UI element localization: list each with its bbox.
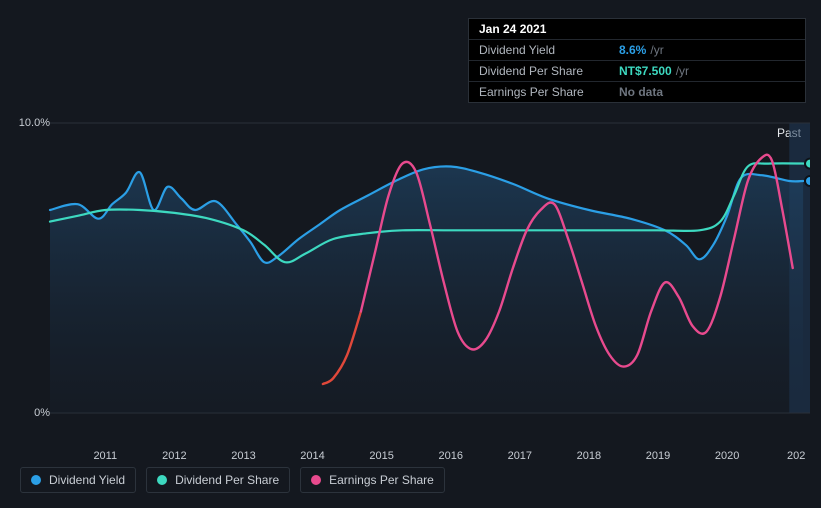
legend-label-2: Earnings Per Share <box>329 473 434 487</box>
tooltip-row-1: Dividend Per Share NT$7.500 /yr <box>469 61 805 82</box>
legend-item-dividend-per-share[interactable]: Dividend Per Share <box>146 467 290 493</box>
tooltip-suffix-1: /yr <box>676 64 689 78</box>
tooltip-value-1: NT$7.500 <box>619 64 672 78</box>
tooltip-value-0: 8.6% <box>619 43 646 57</box>
y-axis-label: 0% <box>34 407 50 419</box>
dividend-chart: 10.0% 0% <box>20 108 810 448</box>
tooltip-label-0: Dividend Yield <box>479 43 619 57</box>
x-axis-label: 202 <box>787 450 805 462</box>
legend-item-earnings-per-share[interactable]: Earnings Per Share <box>300 467 445 493</box>
x-axis-label: 2020 <box>715 450 739 462</box>
x-axis-label: 2013 <box>231 450 255 462</box>
x-axis-label: 2014 <box>300 450 324 462</box>
x-axis-label: 2017 <box>508 450 532 462</box>
tooltip-row-0: Dividend Yield 8.6% /yr <box>469 40 805 61</box>
legend-swatch-0 <box>31 475 41 485</box>
tooltip-suffix-0: /yr <box>650 43 663 57</box>
x-axis-label: 2015 <box>369 450 393 462</box>
x-axis-label: 2018 <box>577 450 601 462</box>
tooltip-label-1: Dividend Per Share <box>479 64 619 78</box>
x-axis-label: 2012 <box>162 450 186 462</box>
legend-swatch-1 <box>157 475 167 485</box>
x-axis-label: 2011 <box>93 450 117 462</box>
tooltip-label-2: Earnings Per Share <box>479 85 619 99</box>
tooltip-date: Jan 24 2021 <box>479 22 546 36</box>
tooltip-row-2: Earnings Per Share No data <box>469 82 805 102</box>
legend-label-1: Dividend Per Share <box>175 473 279 487</box>
chart-svg <box>20 108 810 428</box>
legend-item-dividend-yield[interactable]: Dividend Yield <box>20 467 136 493</box>
legend-label-0: Dividend Yield <box>49 473 125 487</box>
x-axis-label: 2016 <box>438 450 462 462</box>
chart-legend: Dividend Yield Dividend Per Share Earnin… <box>20 467 445 493</box>
tooltip-value-2: No data <box>619 85 663 99</box>
y-axis-label: 10.0% <box>19 117 50 129</box>
tooltip-date-row: Jan 24 2021 <box>469 19 805 40</box>
legend-swatch-2 <box>311 475 321 485</box>
chart-tooltip: Jan 24 2021 Dividend Yield 8.6% /yr Divi… <box>468 18 806 103</box>
x-axis-label: 2019 <box>646 450 670 462</box>
